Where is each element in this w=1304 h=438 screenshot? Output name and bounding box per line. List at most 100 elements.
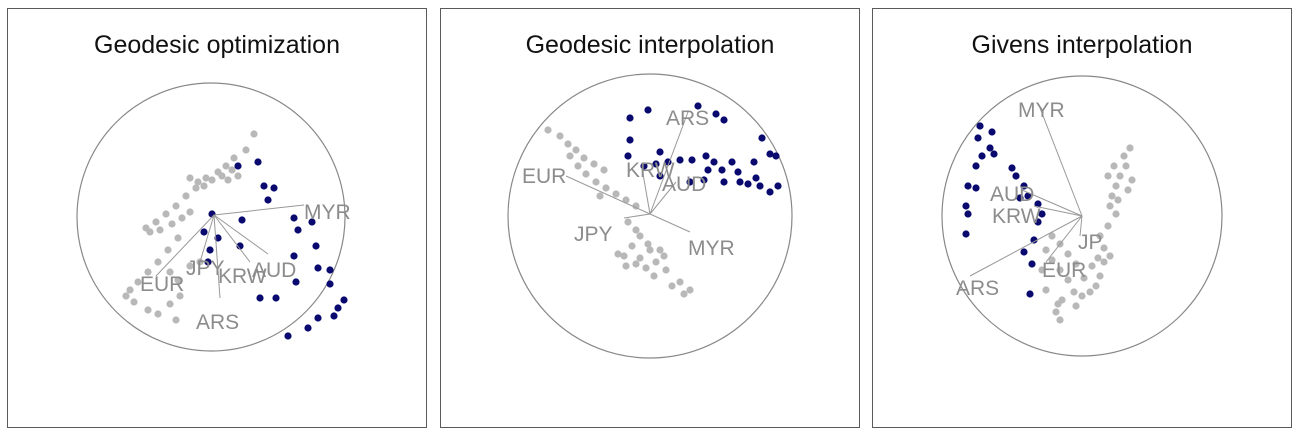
- data-point: [144, 306, 152, 314]
- panel-givens-interpolation: Givens interpolation MYR AUD KRW JP EUR ARS: [872, 8, 1292, 428]
- data-point: [1104, 172, 1112, 180]
- data-point: [632, 226, 640, 234]
- data-point: [642, 264, 650, 272]
- axis-label: KRW: [626, 159, 675, 182]
- data-point: [176, 292, 184, 300]
- data-point: [750, 158, 758, 166]
- data-point: [284, 332, 292, 340]
- data-point: [222, 162, 230, 170]
- data-point: [978, 152, 986, 160]
- data-point: [758, 134, 766, 142]
- data-point: [1110, 162, 1118, 170]
- data-point: [1124, 186, 1132, 194]
- data-point: [1012, 172, 1020, 180]
- axis-label: KRW: [992, 205, 1041, 228]
- data-point: [600, 166, 608, 174]
- unit-circle: [76, 82, 346, 352]
- axis-line: [1039, 107, 1083, 217]
- axis-line: [1021, 189, 1083, 217]
- data-point: [676, 156, 684, 164]
- data-point: [622, 262, 630, 270]
- data-point: [224, 176, 232, 184]
- data-point: [1026, 290, 1034, 298]
- data-point: [686, 178, 694, 186]
- data-point: [702, 152, 710, 160]
- data-point: [660, 252, 668, 260]
- data-point: [990, 150, 998, 158]
- data-point: [964, 182, 972, 190]
- data-point: [1100, 244, 1108, 252]
- data-point: [122, 292, 130, 300]
- data-point: [1042, 286, 1050, 294]
- data-point: [200, 228, 208, 236]
- axis-label: JPY: [186, 257, 225, 280]
- data-point: [1048, 232, 1056, 240]
- data-point: [166, 268, 174, 276]
- data-point: [1056, 316, 1064, 324]
- data-point: [640, 162, 648, 170]
- data-point: [1064, 276, 1072, 284]
- data-point: [1078, 292, 1086, 300]
- axis-line: [1045, 215, 1083, 263]
- data-point: [1020, 182, 1028, 190]
- data-point: [1016, 194, 1024, 202]
- data-point: [710, 158, 718, 166]
- axis-label: EUR: [140, 273, 184, 296]
- data-point: [1020, 248, 1028, 256]
- data-point: [294, 226, 302, 234]
- data-point: [596, 192, 604, 200]
- data-point: [126, 286, 134, 294]
- data-point: [1028, 260, 1036, 268]
- data-point: [130, 298, 138, 306]
- data-point: [632, 260, 640, 268]
- data-point: [1052, 308, 1060, 316]
- data-point: [644, 106, 652, 114]
- data-point: [582, 170, 590, 178]
- data-point: [556, 132, 564, 140]
- data-point: [230, 154, 238, 162]
- data-point: [636, 254, 644, 262]
- axis-line: [213, 214, 251, 263]
- axis-label: ARS: [196, 311, 239, 334]
- data-point: [250, 130, 258, 138]
- data-point: [756, 182, 764, 190]
- data-point: [774, 182, 782, 190]
- data-point: [1042, 246, 1050, 254]
- data-point: [644, 240, 652, 248]
- axis-line: [213, 204, 305, 216]
- data-point: [234, 162, 242, 170]
- axis-label: AUD: [662, 173, 706, 196]
- data-point: [166, 300, 174, 308]
- data-point: [624, 218, 632, 226]
- data-point: [1030, 236, 1038, 244]
- data-point: [334, 304, 342, 312]
- data-point: [962, 202, 970, 210]
- axis-line: [623, 213, 651, 219]
- data-point: [590, 160, 598, 168]
- data-point: [612, 190, 620, 198]
- data-point: [326, 266, 334, 274]
- data-point: [186, 262, 194, 270]
- data-point: [272, 294, 280, 302]
- data-point: [1072, 302, 1080, 310]
- data-point: [304, 324, 312, 332]
- data-point: [260, 182, 268, 190]
- data-point: [580, 154, 588, 162]
- data-point: [236, 242, 244, 250]
- data-point: [1114, 196, 1122, 204]
- data-point: [626, 136, 634, 144]
- data-point: [152, 218, 160, 226]
- data-point: [632, 202, 640, 210]
- axis-label: KRW: [218, 265, 267, 288]
- data-point: [1116, 172, 1124, 180]
- data-point: [194, 178, 202, 186]
- data-point: [766, 150, 774, 158]
- data-point: [712, 110, 720, 118]
- data-point: [178, 214, 186, 222]
- data-point: [208, 176, 216, 184]
- data-point: [964, 210, 972, 218]
- unit-circle: [941, 75, 1223, 357]
- data-point: [628, 242, 636, 250]
